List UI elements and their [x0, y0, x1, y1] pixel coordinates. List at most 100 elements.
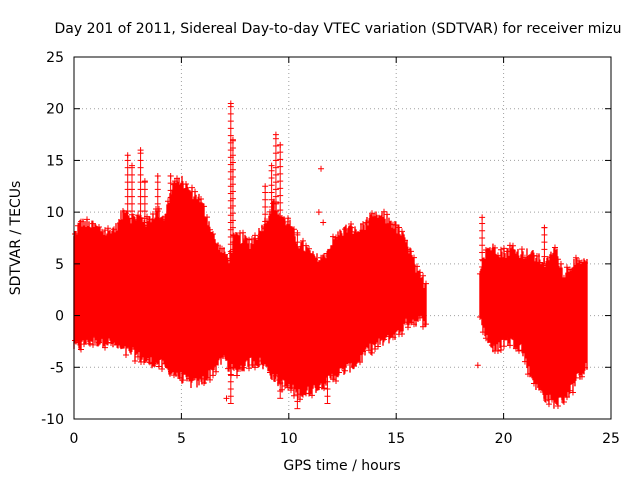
y-tick-label: 25 — [46, 50, 64, 66]
spike-top-point — [268, 162, 275, 169]
data-point — [545, 401, 552, 408]
data-point — [255, 361, 261, 368]
data-point — [497, 347, 504, 354]
data-point — [132, 358, 138, 365]
data-point — [252, 232, 258, 239]
data-point — [554, 402, 561, 409]
data-point — [488, 342, 495, 349]
data-point — [306, 245, 312, 252]
data-point — [189, 184, 195, 191]
data-point — [285, 215, 291, 222]
data-point — [183, 180, 189, 187]
spike-top-point — [541, 224, 548, 231]
outlier-point — [277, 379, 284, 386]
data-point — [192, 188, 198, 195]
data-point — [569, 389, 576, 396]
data-point — [168, 368, 174, 375]
data-point — [141, 219, 147, 226]
data-point — [578, 373, 585, 380]
data-point — [198, 375, 204, 382]
data-spikes — [124, 100, 548, 410]
data-point — [369, 349, 375, 356]
data-point — [330, 233, 336, 240]
x-axis-label: GPS time / hours — [283, 458, 400, 474]
data-point — [375, 343, 381, 350]
data-point — [494, 347, 501, 354]
data-point — [315, 384, 321, 391]
data-point — [90, 341, 96, 348]
y-tick-label: 15 — [46, 153, 64, 169]
data-point — [210, 230, 216, 237]
data-point — [78, 346, 84, 353]
data-point — [503, 248, 510, 255]
outlier-point — [320, 219, 327, 226]
data-point — [243, 236, 249, 243]
data-point — [240, 229, 246, 236]
spike-top-point — [262, 183, 269, 190]
x-tick-label: 20 — [495, 431, 513, 447]
data-point — [303, 242, 309, 249]
spike-top-point — [154, 172, 161, 179]
data-point — [360, 221, 366, 228]
data-point — [207, 226, 213, 233]
y-tick-label: 20 — [46, 102, 64, 118]
data-point — [327, 372, 333, 379]
data-point — [180, 377, 186, 384]
spike-top-point — [294, 229, 301, 236]
data-point — [198, 196, 204, 203]
data-point — [234, 372, 240, 379]
data-point — [387, 333, 393, 340]
data-point — [515, 347, 522, 354]
y-tick-label: -5 — [50, 360, 64, 376]
data-point — [497, 246, 504, 253]
data-point — [150, 210, 156, 217]
data-point — [572, 254, 579, 261]
data-point — [105, 225, 111, 232]
outlier-point — [315, 209, 322, 216]
data-point — [105, 339, 111, 346]
data-point — [357, 359, 363, 366]
data-point — [195, 196, 201, 203]
data-point — [252, 364, 258, 371]
x-tick-label: 0 — [70, 431, 79, 447]
outlier-point — [474, 362, 481, 369]
data-point — [156, 363, 162, 370]
data-point — [411, 254, 417, 261]
data-point — [204, 214, 210, 221]
data-point — [420, 323, 426, 330]
spike-top-point — [171, 178, 178, 185]
data-point — [491, 244, 498, 251]
data-point — [414, 263, 420, 270]
data-point — [384, 211, 390, 218]
data-point — [225, 365, 231, 372]
data-point — [572, 374, 579, 381]
data-point — [506, 342, 513, 349]
data-point — [213, 368, 219, 375]
spike-top-point — [335, 235, 342, 241]
data-point — [189, 376, 195, 383]
data-point — [381, 336, 387, 343]
y-tick-label: 10 — [46, 205, 64, 221]
spike-top-point — [229, 136, 236, 143]
axis-tick-labels: 0 5 10 15 20 25 -10 -5 0 5 10 15 20 25 — [41, 50, 620, 447]
spike-top-point — [128, 162, 135, 169]
data-point — [321, 385, 327, 392]
spike-top-point — [227, 100, 234, 107]
data-point — [207, 376, 213, 383]
data-point — [399, 228, 405, 235]
data-point — [96, 339, 102, 346]
data-point — [557, 260, 564, 267]
y-tick-label: 5 — [55, 257, 64, 273]
spike-top-point — [324, 250, 331, 257]
data-point — [282, 218, 288, 225]
data-point — [87, 340, 93, 347]
data-point — [201, 379, 207, 386]
spike-top-point — [479, 214, 486, 221]
data-point — [291, 392, 297, 399]
data-point — [500, 245, 507, 252]
y-tick-label: 0 — [55, 309, 64, 325]
data-point — [509, 242, 516, 249]
data-point — [381, 208, 387, 215]
spike-top-point — [287, 229, 294, 236]
